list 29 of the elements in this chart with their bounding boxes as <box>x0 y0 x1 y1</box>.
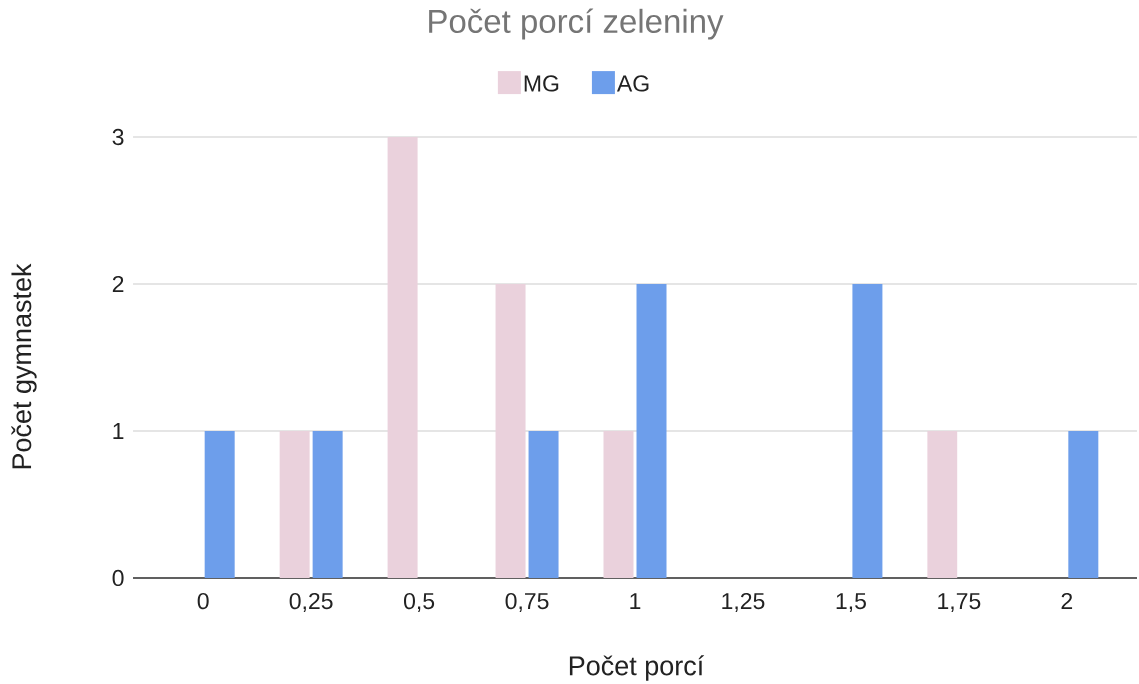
legend-label: AG <box>616 75 649 92</box>
bar <box>1068 430 1099 578</box>
bar <box>387 136 418 578</box>
y-tick-label: 3 <box>112 128 124 146</box>
x-tick-label: 2 <box>1061 592 1073 609</box>
bar <box>312 430 343 578</box>
y-tick-label: 0 <box>112 569 124 587</box>
bar <box>204 430 235 578</box>
x-tick-label: 0 <box>197 592 209 610</box>
x-tick-label: 0,5 <box>404 592 435 612</box>
x-tick-label: 1,25 <box>722 592 765 612</box>
x-tick-label: 1,75 <box>938 593 981 612</box>
y-tick-label: 2 <box>112 275 124 293</box>
x-axis-title: Počet porcí <box>569 655 705 681</box>
chart-title: Počet porcí zeleniny <box>429 8 724 40</box>
x-tick-label: 1,5 <box>836 593 866 612</box>
bar <box>603 430 634 578</box>
bar <box>636 283 667 578</box>
bar <box>528 430 559 578</box>
x-tick-label: 0,25 <box>289 592 333 612</box>
legend-label: MG <box>524 75 559 92</box>
x-tick-label: 0,75 <box>505 592 549 612</box>
bar <box>852 283 883 578</box>
x-tick-label: 1 <box>630 593 641 609</box>
y-tick-label: 1 <box>113 423 124 439</box>
bar <box>927 430 958 578</box>
bar <box>495 283 526 578</box>
bar <box>279 430 310 578</box>
y-axis-title: Počet gymnastek <box>11 263 37 469</box>
